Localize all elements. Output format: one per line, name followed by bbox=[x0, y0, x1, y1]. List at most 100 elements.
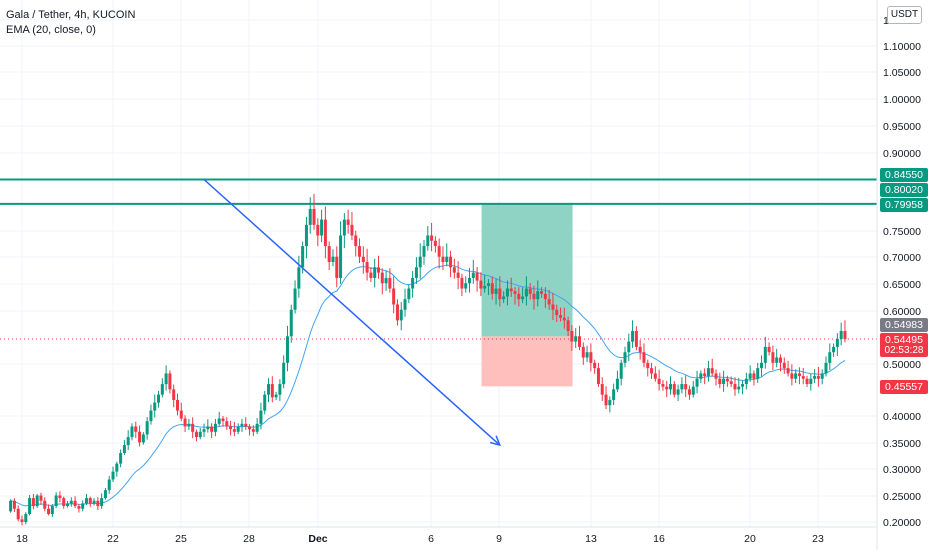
candle-body bbox=[695, 378, 699, 387]
candle-body bbox=[9, 500, 13, 512]
candle-body bbox=[69, 500, 73, 504]
candle-body bbox=[452, 267, 456, 273]
candle-body bbox=[62, 498, 66, 507]
candle-body bbox=[816, 376, 820, 379]
price-tick-label: 0.65000 bbox=[883, 279, 921, 291]
price-tick-label: 1.00000 bbox=[883, 94, 921, 106]
loss-zone[interactable] bbox=[481, 336, 573, 387]
candle-body bbox=[12, 500, 16, 509]
candle-body bbox=[392, 288, 396, 305]
candle-body bbox=[486, 283, 490, 286]
candle-body bbox=[756, 368, 760, 379]
price-tag-stop-loss: 0.45557 bbox=[880, 380, 928, 394]
price-tick-label: 0.75000 bbox=[883, 226, 921, 238]
price-tick-label: 0.40000 bbox=[883, 411, 921, 423]
candle-body bbox=[16, 508, 20, 520]
candle-body bbox=[282, 362, 286, 385]
candle-body bbox=[782, 362, 786, 369]
candle-body bbox=[570, 330, 574, 342]
candle-body bbox=[684, 384, 688, 390]
candle-body bbox=[346, 219, 350, 225]
candle-body bbox=[536, 291, 540, 300]
candle-body bbox=[820, 373, 824, 379]
candle-body bbox=[441, 256, 445, 263]
candle-body bbox=[327, 246, 331, 263]
candle-body bbox=[354, 235, 358, 247]
candle-body bbox=[703, 373, 707, 377]
candle-body bbox=[835, 338, 839, 347]
candle-body bbox=[615, 378, 619, 390]
profit-zone[interactable] bbox=[481, 203, 573, 337]
candle-body bbox=[225, 421, 229, 427]
currency-button[interactable]: USDT bbox=[887, 6, 922, 24]
candle-body bbox=[706, 368, 710, 377]
candle-body bbox=[528, 288, 532, 294]
candle-body bbox=[384, 277, 388, 284]
candle-body bbox=[566, 320, 570, 331]
candle-body bbox=[221, 418, 225, 422]
candle-body bbox=[797, 373, 801, 377]
candle-body bbox=[710, 368, 714, 374]
candle-body bbox=[24, 514, 28, 522]
candle-body bbox=[479, 280, 483, 289]
candle-body bbox=[767, 346, 771, 353]
candle-body bbox=[468, 277, 472, 284]
candle-body bbox=[407, 288, 411, 300]
time-tick-label: 6 bbox=[428, 533, 434, 545]
candle-body bbox=[96, 500, 100, 507]
candle-body bbox=[81, 503, 85, 509]
price-tick-label: 0.30000 bbox=[883, 464, 921, 476]
candle-body bbox=[373, 267, 377, 278]
candle-body bbox=[763, 346, 767, 363]
candle-body bbox=[646, 362, 650, 369]
candle-body bbox=[316, 224, 320, 236]
ema-line bbox=[10, 264, 846, 507]
trendline-group[interactable] bbox=[203, 178, 501, 447]
candle-body bbox=[134, 426, 138, 432]
trendline-arrow bbox=[489, 435, 501, 447]
candle-body bbox=[634, 330, 638, 347]
candle-body bbox=[285, 336, 289, 363]
candle-body bbox=[638, 346, 642, 353]
candle-body bbox=[213, 423, 217, 432]
candle-body bbox=[729, 381, 733, 385]
candle-body bbox=[475, 272, 479, 281]
candle-body bbox=[206, 426, 210, 430]
position-zones[interactable] bbox=[481, 203, 573, 387]
candle-body bbox=[361, 256, 365, 263]
symbol-title[interactable]: Gala / Tether, 4h, KUCOIN bbox=[6, 9, 136, 21]
candle-body bbox=[521, 296, 525, 300]
candle-body bbox=[612, 389, 616, 400]
candle-body bbox=[335, 256, 339, 278]
candle-body bbox=[513, 291, 517, 294]
trendline[interactable] bbox=[203, 178, 501, 446]
price-tag-take-profit: 0.79958 bbox=[880, 198, 928, 212]
horizontal-lines[interactable] bbox=[0, 178, 877, 340]
candle-body bbox=[661, 384, 665, 387]
axes: 1.150001.100001.050001.000000.950000.900… bbox=[0, 0, 921, 550]
candle-body bbox=[160, 384, 164, 395]
time-tick-label: 28 bbox=[243, 533, 255, 545]
candle-body bbox=[543, 293, 547, 300]
candle-body bbox=[741, 384, 745, 387]
candle-body bbox=[722, 378, 726, 385]
candle-body bbox=[183, 418, 187, 427]
candle-body bbox=[289, 309, 293, 337]
candle-body bbox=[843, 330, 847, 339]
candle-body bbox=[748, 373, 752, 379]
time-tick-label: Dec bbox=[308, 533, 327, 545]
indicator-label[interactable]: EMA (20, close, 0) bbox=[6, 24, 96, 36]
candle-body bbox=[449, 256, 453, 268]
candle-body bbox=[589, 352, 593, 363]
price-tag-resistance-top: 0.84550 bbox=[880, 168, 928, 182]
candle-body bbox=[631, 330, 635, 342]
price-tag-countdown: 02:53:28 bbox=[880, 345, 928, 357]
candle-body bbox=[20, 519, 24, 522]
candle-body bbox=[733, 384, 737, 390]
candle-body bbox=[422, 246, 426, 257]
candle-body bbox=[365, 262, 369, 273]
candle-body bbox=[73, 500, 77, 507]
candle-body bbox=[623, 352, 627, 363]
